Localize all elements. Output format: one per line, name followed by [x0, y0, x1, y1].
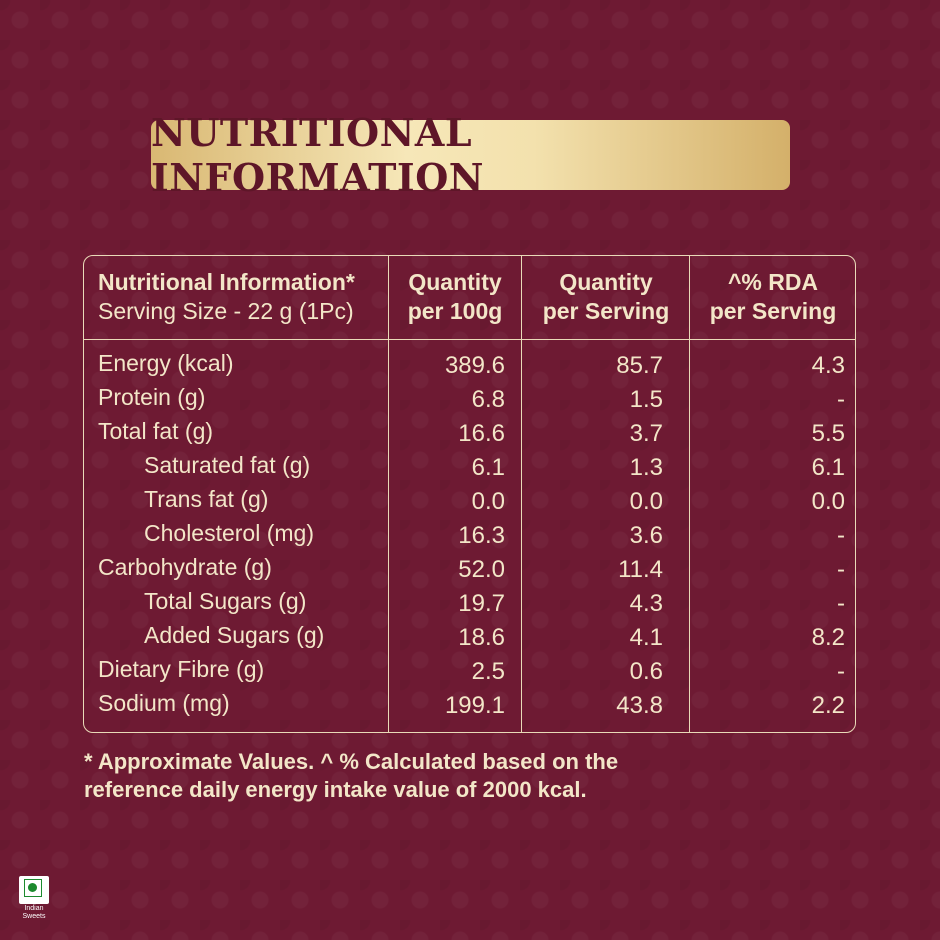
- value-rda: -: [837, 590, 845, 617]
- header-per-100g: Quantity per 100g: [390, 268, 520, 326]
- value-per-serving: 85.7: [616, 352, 663, 379]
- nutrient-name: Trans fat (g): [144, 486, 269, 512]
- header-nutrient: Nutritional Information* Serving Size - …: [98, 268, 355, 326]
- header-serving-size: Serving Size - 22 g (1Pc): [98, 298, 354, 324]
- veg-dot-icon: [28, 883, 37, 892]
- value-rda: -: [837, 522, 845, 549]
- table-row: Saturated fat (g) 6.1 1.3 6.1: [84, 452, 855, 486]
- value-per-serving: 1.3: [629, 454, 663, 481]
- header-per-serving-line2: per Serving: [542, 298, 670, 324]
- value-per-serving: 3.7: [629, 420, 663, 447]
- header-rda: ^% RDA per Serving: [691, 268, 855, 326]
- value-rda: -: [837, 658, 845, 685]
- table-row: Total Sugars (g) 19.7 4.3 -: [84, 588, 855, 622]
- header-per-100g-line2: per 100g: [407, 298, 503, 324]
- value-per-100g: 6.1: [471, 454, 505, 481]
- value-per-serving: 1.5: [629, 386, 663, 413]
- value-per-serving: 3.6: [629, 522, 663, 549]
- table-row: Cholesterol (mg) 16.3 3.6 -: [84, 520, 855, 554]
- value-per-100g: 2.5: [471, 658, 505, 685]
- value-per-100g: 16.3: [458, 522, 505, 549]
- column-divider: [388, 256, 389, 732]
- value-per-100g: 16.6: [458, 420, 505, 447]
- page-title: NUTRITIONAL INFORMATION: [151, 110, 485, 200]
- nutrient-name: Added Sugars (g): [144, 622, 325, 648]
- footnote-line2: reference daily energy intake value of 2…: [84, 777, 587, 802]
- table-row: Carbohydrate (g) 52.0 11.4 -: [84, 554, 855, 588]
- nutrient-name: Total fat (g): [98, 418, 214, 444]
- header-per-serving: Quantity per Serving: [523, 268, 689, 326]
- value-per-serving: 4.1: [629, 624, 663, 651]
- value-rda: -: [837, 556, 845, 583]
- nutrient-name: Dietary Fibre (g): [98, 656, 265, 682]
- value-per-100g: 52.0: [458, 556, 505, 583]
- value-rda: 5.5: [811, 420, 845, 447]
- value-per-100g: 0.0: [471, 488, 505, 515]
- nutrition-table: Nutritional Information* Serving Size - …: [83, 255, 856, 733]
- value-rda: 6.1: [811, 454, 845, 481]
- value-per-serving: 0.6: [629, 658, 663, 685]
- nutrient-name: Total Sugars (g): [144, 588, 307, 614]
- column-divider: [689, 256, 690, 732]
- value-per-serving: 0.0: [629, 488, 663, 515]
- header-nutrient-title: Nutritional Information*: [98, 269, 355, 295]
- veg-mark-label: Indian Sweets: [19, 905, 49, 921]
- header-per-serving-line1: Quantity: [559, 269, 653, 295]
- table-row: Protein (g) 6.8 1.5 -: [84, 384, 855, 418]
- nutrient-name: Carbohydrate (g): [98, 554, 272, 580]
- table-row: Added Sugars (g) 18.6 4.1 8.2: [84, 622, 855, 656]
- value-rda: 8.2: [811, 624, 845, 651]
- veg-label-line1: Indian: [24, 905, 44, 912]
- value-per-100g: 18.6: [458, 624, 505, 651]
- value-rda: 4.3: [811, 352, 845, 379]
- header-per-100g-line1: Quantity: [408, 269, 502, 295]
- value-per-serving: 4.3: [629, 590, 663, 617]
- nutrient-name: Cholesterol (mg): [144, 520, 314, 546]
- value-per-100g: 6.8: [471, 386, 505, 413]
- nutrient-name: Sodium (mg): [98, 690, 230, 716]
- value-per-100g: 19.7: [458, 590, 505, 617]
- table-row: Energy (kcal) 389.6 85.7 4.3: [84, 350, 855, 384]
- header-rda-line2: per Serving: [709, 298, 837, 324]
- table-row: Dietary Fibre (g) 2.5 0.6 -: [84, 656, 855, 690]
- table-row: Trans fat (g) 0.0 0.0 0.0: [84, 486, 855, 520]
- veg-box: [24, 879, 42, 897]
- column-divider: [521, 256, 522, 732]
- veg-mark-icon: [19, 876, 49, 904]
- footnote-line1: * Approximate Values. ^ % Calculated bas…: [84, 749, 619, 774]
- footnote: * Approximate Values. ^ % Calculated bas…: [84, 748, 618, 804]
- veg-label-line2: Sweets: [22, 913, 46, 920]
- value-rda: 0.0: [811, 488, 845, 515]
- title-banner: NUTRITIONAL INFORMATION: [151, 110, 790, 200]
- value-per-100g: 199.1: [444, 692, 505, 719]
- value-rda: 2.2: [811, 692, 845, 719]
- table-row: Total fat (g) 16.6 3.7 5.5: [84, 418, 855, 452]
- nutrient-name: Energy (kcal): [98, 350, 234, 376]
- header-divider: [84, 339, 855, 340]
- value-per-serving: 11.4: [618, 556, 663, 583]
- nutrient-name: Saturated fat (g): [144, 452, 311, 478]
- value-per-100g: 389.6: [444, 352, 505, 379]
- header-rda-line1: ^% RDA: [727, 269, 819, 295]
- value-per-serving: 43.8: [616, 692, 663, 719]
- value-rda: -: [837, 386, 845, 413]
- table-row: Sodium (mg) 199.1 43.8 2.2: [84, 690, 855, 724]
- nutrient-name: Protein (g): [98, 384, 206, 410]
